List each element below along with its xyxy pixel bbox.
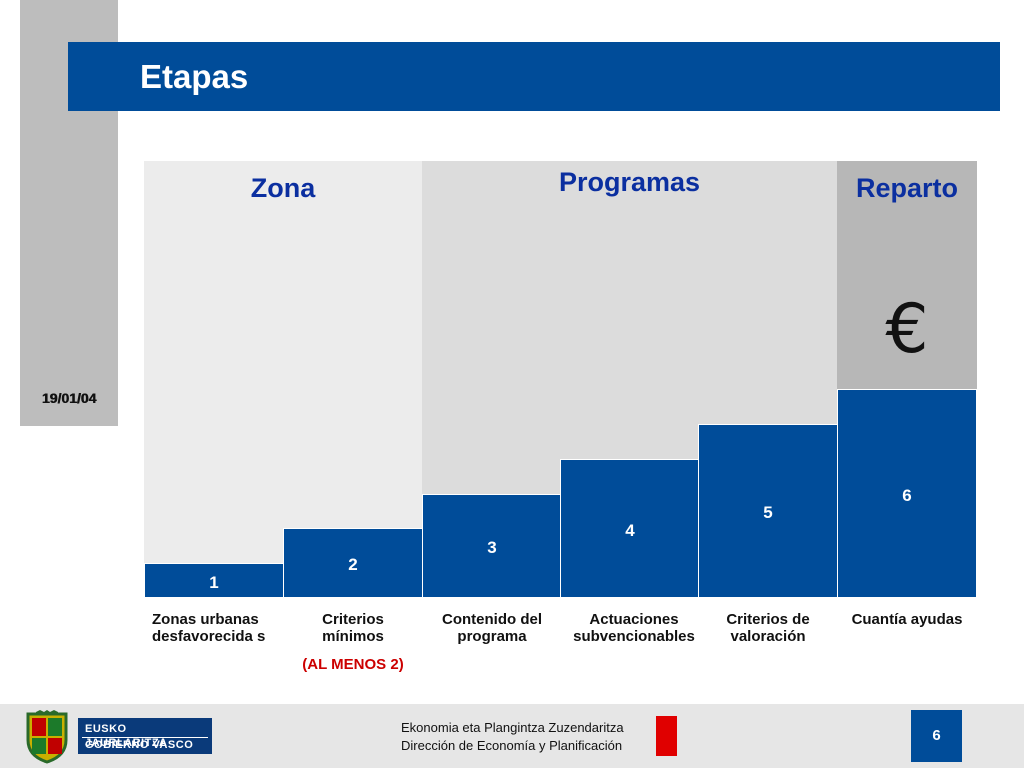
- logo-line-spanish: GOBIERNO VASCO: [82, 737, 208, 751]
- step-5-block: 5: [698, 424, 838, 598]
- page-title: Etapas: [140, 58, 249, 95]
- step-3-label: Contenido del programa: [442, 611, 542, 645]
- step-1-number: 1: [209, 573, 219, 592]
- step-2-block: 2: [283, 528, 423, 598]
- page-number: 6: [911, 710, 962, 762]
- step-2-number: 2: [348, 555, 358, 574]
- footer-red-marker: [656, 716, 677, 756]
- euro-icon: €: [885, 290, 929, 369]
- footer-department-basque: Ekonomia eta Plangintza Zuzendaritza: [401, 720, 624, 735]
- step-4-label: Actuaciones subvencionables: [573, 611, 695, 645]
- footer-department-spanish: Dirección de Economía y Planificación: [401, 738, 623, 753]
- step-6-block: 6: [837, 389, 977, 598]
- title-bar: [68, 42, 1000, 111]
- government-logo: EUSKO JAURLARITZA GOBIERNO VASCO: [78, 718, 212, 754]
- step-2-label: Criterios mínimos: [322, 611, 384, 645]
- logo-line-basque: EUSKO JAURLARITZA: [85, 723, 168, 749]
- step-1-label: Zonas urbanas desfavorecida s: [152, 611, 266, 645]
- step-6-label: Cuantía ayudas: [851, 611, 963, 628]
- step-4-number: 4: [625, 521, 635, 540]
- step-5-label: Criterios de valoración: [726, 611, 810, 645]
- coat-of-arms-icon: [26, 710, 68, 764]
- region-label-reparto: Reparto: [855, 173, 958, 203]
- step-3-block: 3: [422, 494, 562, 598]
- step-5-number: 5: [763, 503, 773, 522]
- region-zona: [144, 161, 422, 598]
- region-label-zona: Zona: [250, 173, 316, 203]
- min-criteria-note: (AL MENOS 2): [302, 656, 404, 673]
- step-6-number: 6: [902, 486, 912, 505]
- region-label-programas: Programas: [558, 167, 701, 197]
- step-4-block: 4: [560, 459, 700, 598]
- slide-date: 19/01/04: [41, 390, 97, 406]
- step-3-number: 3: [487, 538, 497, 557]
- step-1-block: 1: [144, 563, 284, 598]
